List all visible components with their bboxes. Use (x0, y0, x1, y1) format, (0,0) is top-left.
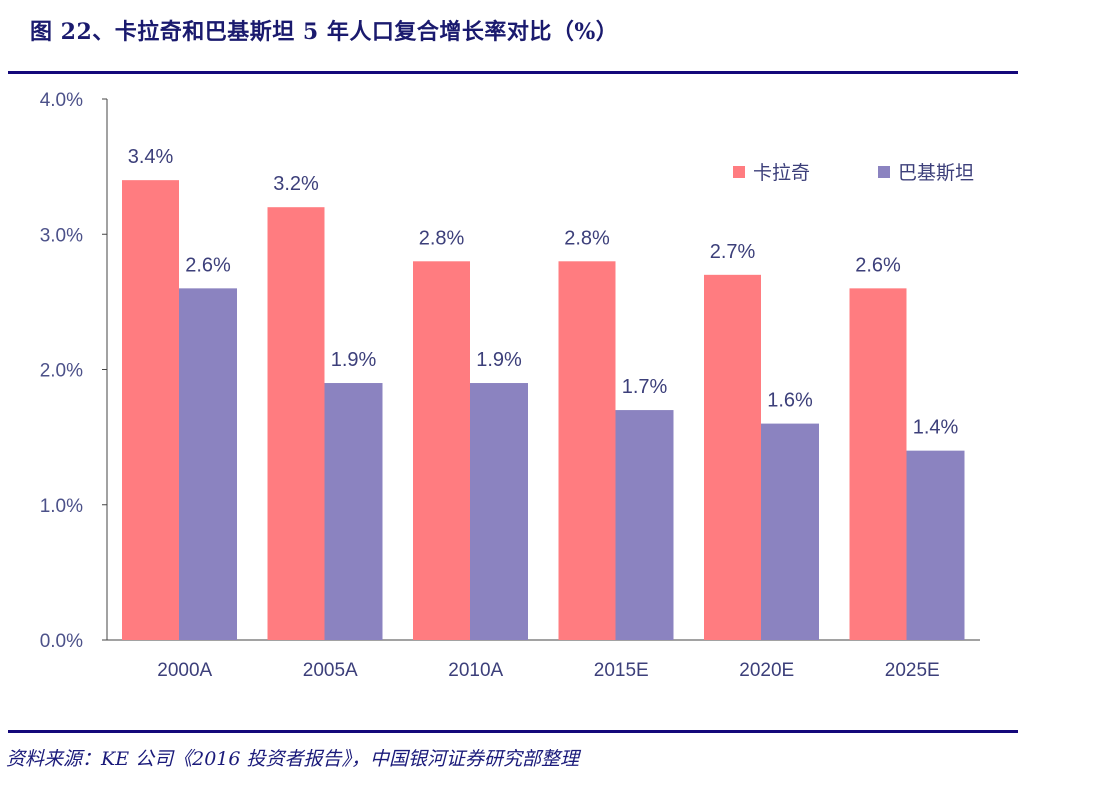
data-label: 2.8% (419, 227, 465, 249)
bar-karachi (558, 261, 616, 640)
data-label: 1.9% (476, 349, 522, 371)
data-label: 3.4% (128, 146, 174, 168)
x-tick-label: 2020E (739, 660, 794, 681)
x-tick-label: 2000A (157, 660, 212, 681)
legend-label: 卡拉奇 (753, 162, 810, 184)
bar-pakistan (470, 383, 528, 640)
y-tick-label: 1.0% (40, 496, 83, 517)
bar-karachi (704, 274, 761, 640)
title-divider (8, 71, 1018, 74)
data-label: 3.2% (273, 173, 319, 195)
data-label: 2.6% (855, 254, 901, 276)
data-label: 1.9% (331, 349, 377, 371)
x-tick-label: 2025E (885, 660, 940, 681)
x-tick-label: 2005A (303, 660, 358, 681)
source-note: 资料来源：KE 公司《2016 投资者报告》，中国银河证券研究部整理 (6, 748, 579, 770)
y-tick-label: 4.0% (40, 90, 83, 111)
data-label: 2.6% (185, 254, 231, 276)
data-label: 2.8% (564, 227, 610, 249)
y-tick-label: 0.0% (40, 631, 83, 652)
y-tick-label: 3.0% (40, 225, 83, 246)
legend-swatch (733, 166, 745, 178)
chart-title: 图 22、卡拉奇和巴基斯坦 5 年人口复合增长率对比（%） (30, 19, 619, 45)
footer-divider (8, 730, 1018, 733)
bar-pakistan (761, 423, 819, 640)
bar-karachi (413, 261, 470, 640)
bar-pakistan (324, 383, 383, 640)
bar-karachi (267, 207, 325, 640)
bar-pakistan (615, 410, 674, 640)
bar-karachi (122, 180, 179, 640)
bar-karachi (849, 288, 907, 640)
data-label: 1.4% (913, 417, 959, 439)
bar-pakistan (906, 450, 965, 640)
data-label: 1.7% (622, 376, 668, 398)
y-tick-label: 2.0% (40, 361, 83, 382)
legend-label: 巴基斯坦 (898, 162, 974, 184)
x-tick-label: 2010A (448, 660, 503, 681)
data-label: 1.6% (767, 390, 813, 412)
bar-pakistan (179, 288, 237, 640)
legend-swatch (878, 166, 890, 178)
x-tick-label: 2015E (594, 660, 649, 681)
data-label: 2.7% (710, 241, 756, 263)
